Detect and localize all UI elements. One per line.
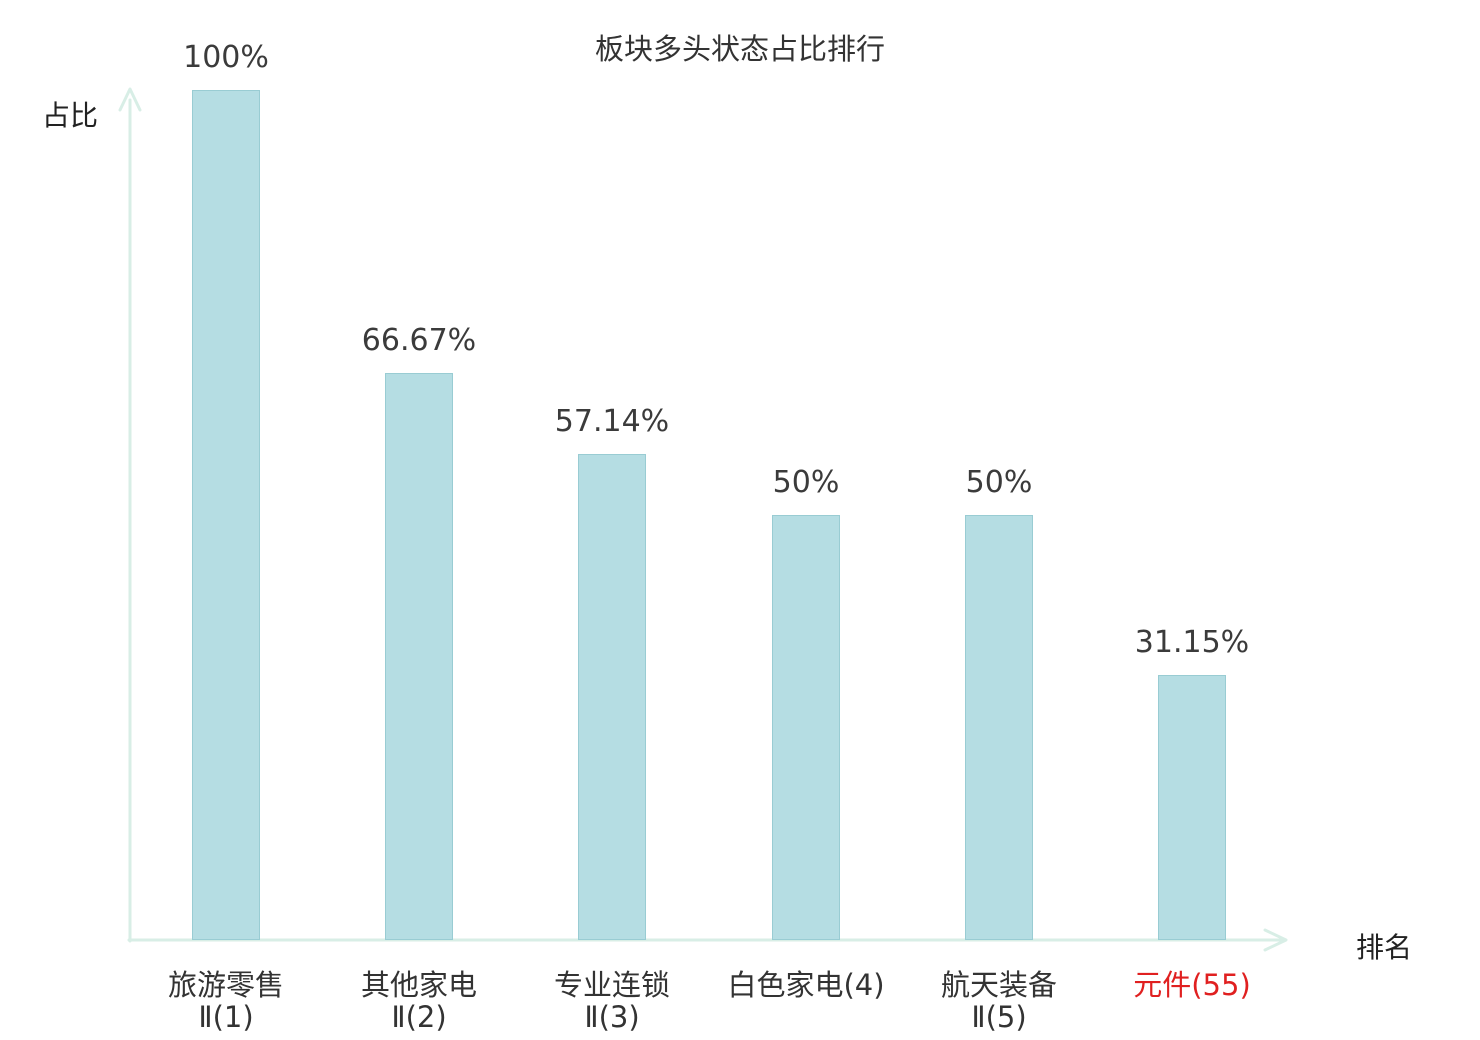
bar-category-label: 旅游零售 [167, 968, 284, 1002]
bar-category-label: 其他家电 [360, 968, 477, 1002]
chart-title: 板块多头状态占比排行 [594, 32, 885, 66]
y-axis-arrow-icon [118, 87, 142, 112]
bar-category-label: 航天装备 [940, 968, 1057, 1002]
bar-category-label: 白色家电(4) [727, 968, 885, 1002]
bar-5 [965, 515, 1033, 940]
bar-2 [385, 373, 453, 940]
bar-category-label: 专业连锁 [553, 968, 670, 1002]
bar-value-label: 57.14% [554, 404, 670, 440]
bar-6 [1158, 675, 1226, 940]
bar-4 [772, 515, 840, 940]
bar-category-label: 元件(55) [1133, 968, 1251, 1002]
y-axis-label: 占比 [42, 99, 99, 132]
bar-value-label: 100% [183, 40, 269, 75]
bar-value-label: 31.15% [1134, 625, 1250, 661]
x-axis-label: 排名 [1356, 931, 1413, 964]
bar-value-label: 50% [772, 465, 840, 500]
bar-category-label: Ⅱ(2) [391, 1000, 447, 1034]
bar-category-label: Ⅱ(5) [971, 1000, 1027, 1034]
bar-1 [192, 90, 260, 940]
bar-3 [578, 454, 646, 940]
bar-category-label: Ⅱ(3) [584, 1000, 640, 1034]
x-axis-arrow-icon [1263, 928, 1288, 952]
bar-value-label: 50% [965, 465, 1033, 500]
bar-category-label: Ⅱ(1) [198, 1000, 254, 1034]
bar-value-label: 66.67% [361, 323, 477, 359]
